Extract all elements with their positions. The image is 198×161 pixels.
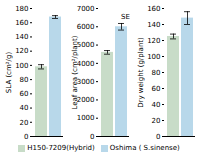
svg-text:Leaf area (cm²/plant): Leaf area (cm²/plant) — [71, 35, 79, 109]
svg-text:120: 120 — [147, 37, 160, 45]
html-text:H150-7209(Hybrid): H150-7209(Hybrid) — [27, 144, 95, 152]
svg-text:160: 160 — [15, 19, 28, 27]
svg-text:5000: 5000 — [76, 41, 95, 50]
svg-text:2000: 2000 — [76, 96, 95, 105]
svg-text:80: 80 — [20, 76, 29, 84]
svg-text:140: 140 — [15, 33, 28, 41]
svg-text:60: 60 — [152, 85, 161, 93]
svg-text:80: 80 — [152, 69, 161, 77]
svg-text:120: 120 — [15, 47, 28, 55]
svg-text:100: 100 — [147, 53, 160, 61]
svg-text:7000: 7000 — [77, 5, 95, 13]
svg-text:140: 140 — [147, 21, 160, 29]
html-text:Oshima ( S.sinense): Oshima ( S.sinense) — [109, 144, 180, 152]
svg-text:160: 160 — [147, 5, 160, 13]
svg-text:40: 40 — [20, 104, 29, 112]
svg-text:0: 0 — [156, 133, 160, 141]
svg-text:SLA (cm²/g): SLA (cm²/g) — [5, 52, 13, 94]
svg-text:6000: 6000 — [77, 23, 95, 31]
svg-text:4000: 4000 — [76, 59, 95, 68]
svg-text:Dry weight (g/plant): Dry weight (g/plant) — [137, 37, 145, 108]
svg-text:20: 20 — [152, 117, 161, 125]
svg-text:60: 60 — [20, 90, 29, 98]
svg-text:100: 100 — [15, 62, 28, 70]
svg-text:SE: SE — [121, 13, 130, 21]
svg-text:20: 20 — [20, 119, 29, 127]
svg-text:180: 180 — [15, 5, 28, 13]
svg-text:3000: 3000 — [76, 77, 95, 86]
svg-text:0: 0 — [24, 133, 28, 141]
svg-text:40: 40 — [152, 101, 161, 109]
svg-text:0: 0 — [90, 133, 94, 141]
svg-text:1000: 1000 — [77, 114, 95, 122]
